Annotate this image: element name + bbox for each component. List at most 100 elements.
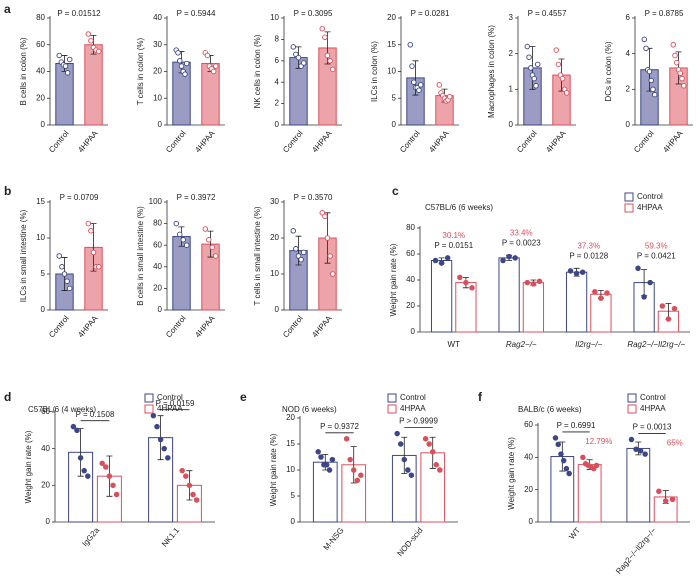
legend-label: 4HPAA [640, 404, 666, 413]
y-tick-label: 0 [392, 120, 397, 129]
panel-label: f [478, 390, 483, 404]
x-tick-label: Control [515, 129, 539, 155]
data-point [677, 70, 683, 77]
legend-label: 4HPAA [157, 404, 183, 413]
data-point [659, 303, 666, 309]
y-tick-label: 20 [406, 301, 415, 310]
bar [626, 447, 651, 523]
data-point [290, 44, 297, 50]
x-tick-label: Rag2−/−Il2rg−/− [627, 340, 685, 349]
data-point [524, 279, 531, 286]
y-tick-label: 15 [387, 40, 396, 49]
y-axis-label: ILCs in colon (%) [370, 41, 379, 102]
y-tick-label: 10 [286, 465, 295, 474]
y-tick-label: 10 [270, 269, 279, 278]
bar [55, 62, 74, 126]
y-tick-label: 40 [153, 262, 162, 271]
data-point [446, 93, 453, 100]
data-point [157, 436, 164, 443]
data-point [212, 253, 219, 259]
y-tick-label: 40 [41, 444, 50, 453]
x-tick-label: Control [281, 314, 305, 340]
data-point [555, 441, 561, 448]
x-tick-label: 4HPAA [544, 128, 568, 154]
data-point [318, 454, 324, 460]
data-point [506, 253, 512, 260]
panel-label: a [4, 2, 11, 16]
data-point [635, 265, 641, 272]
data-point [512, 255, 518, 261]
data-point [300, 60, 307, 66]
p-value: P = 0.3095 [294, 9, 333, 18]
annotation: 30.1% [442, 231, 465, 240]
y-tick-label: 0 [158, 120, 163, 129]
data-point [350, 467, 357, 473]
data-point [183, 473, 189, 479]
p-value: P = 0.0128 [569, 251, 608, 260]
data-point [558, 451, 564, 457]
data-point [298, 256, 304, 263]
legend-swatch [144, 393, 154, 403]
p-value: P = 0.0421 [637, 251, 676, 260]
data-point [417, 82, 424, 88]
data-point [500, 257, 506, 264]
bar [522, 282, 545, 333]
data-point [327, 253, 333, 259]
data-point [429, 449, 436, 455]
data-point [670, 42, 677, 48]
y-tick-label: 20 [270, 233, 279, 242]
y-tick-label: 40 [36, 67, 45, 76]
x-tick-label: NOD-scid [395, 526, 424, 558]
data-point [85, 220, 92, 227]
data-point [354, 477, 361, 484]
legend-label: Control [157, 393, 183, 402]
data-point [530, 281, 537, 287]
data-point [290, 228, 297, 234]
data-point [177, 231, 183, 238]
y-axis-label: B cells in colon (%) [19, 37, 28, 105]
data-point [411, 79, 417, 85]
data-point [573, 270, 580, 277]
data-point [563, 90, 570, 96]
x-tick-label: Rag2−/−Il2rg−/− [614, 526, 658, 576]
data-point [177, 58, 183, 64]
data-point [656, 488, 662, 495]
data-point [669, 496, 676, 503]
y-tick-label: 0 [275, 120, 280, 129]
y-tick-label: 20 [286, 413, 295, 422]
p-value: P = 0.0281 [411, 9, 450, 18]
error-bar [207, 230, 214, 258]
data-point [580, 454, 586, 461]
y-tick-label: 80 [406, 223, 415, 232]
data-point [593, 462, 600, 469]
data-point [106, 473, 113, 479]
data-point [81, 467, 87, 474]
p-value: P = 0.01512 [57, 9, 101, 18]
data-point [327, 58, 333, 64]
data-point [88, 228, 94, 234]
p-value: P = 0.9372 [320, 422, 359, 431]
data-point [110, 482, 116, 489]
data-point [315, 449, 321, 455]
data-point [59, 264, 65, 270]
y-tick-label: 0 [275, 305, 280, 314]
y-tick-label: 0 [41, 305, 46, 314]
panel-label: e [240, 390, 247, 404]
data-point [674, 59, 680, 66]
data-point [559, 75, 566, 82]
y-axis-label: B cells in small intestine (%) [136, 206, 145, 306]
chart-title: C57BL/6 (6 weeks) [425, 203, 493, 212]
data-point [536, 278, 543, 285]
y-tick-label: 0 [158, 305, 163, 314]
panel-label: c [392, 184, 399, 198]
data-point [579, 269, 586, 275]
y-tick-label: 60 [36, 40, 45, 49]
y-tick-label: 1 [509, 84, 514, 93]
data-point [437, 467, 443, 473]
y-tick-label: 0 [626, 120, 631, 129]
annotation: 12.79% [585, 437, 612, 446]
data-point [563, 465, 570, 472]
y-axis-label: DCs in colon (%) [604, 41, 613, 101]
legend-label: Control [400, 393, 426, 402]
data-point [85, 473, 91, 479]
